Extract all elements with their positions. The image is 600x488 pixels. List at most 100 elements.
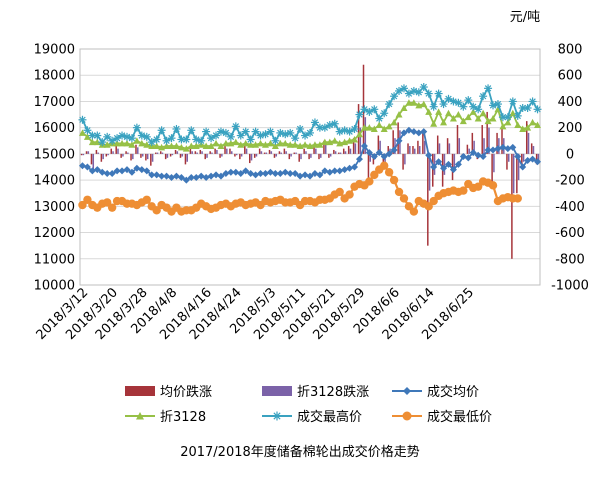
point-avg-price [440, 164, 448, 172]
point-fold3128 [266, 139, 274, 147]
point-high-price [370, 105, 379, 114]
bar-avg-change [481, 125, 483, 154]
star-stroke [153, 136, 160, 143]
point-fold3128 [93, 138, 101, 146]
point-high-price [212, 131, 221, 140]
point-high-price [251, 127, 260, 136]
point-fold3128 [385, 122, 393, 130]
star-stroke [163, 137, 170, 145]
bar-fold3128-change [517, 153, 520, 181]
left-axis-tick-label: 18000 [34, 69, 75, 84]
left-axis-tick-label: 19000 [34, 43, 75, 58]
point-avg-price [118, 167, 126, 175]
point-fold3128 [360, 124, 368, 131]
left-axis: 10000 11000 12000 13000 14000 15000 16000 17000… [34, 43, 75, 294]
legend-label: 成交均价 [427, 384, 479, 400]
point-avg-price [133, 164, 141, 172]
point-fold3128 [88, 138, 96, 146]
point-high-price [108, 136, 117, 145]
star-stroke [193, 136, 200, 143]
star-stroke [252, 128, 259, 135]
bar-fold3128-change [522, 153, 525, 162]
point-high-price [271, 136, 280, 145]
star-stroke [534, 106, 541, 113]
point-fold3128 [514, 121, 522, 129]
bar-fold3128-change [132, 153, 134, 160]
bar-avg-change [333, 149, 335, 154]
left-axis-tick-label: 11000 [34, 252, 75, 267]
point-low-price [107, 203, 117, 212]
left-axis-tick-label: 16000 [34, 121, 75, 136]
bar-avg-change [239, 153, 241, 160]
point-avg-price [237, 170, 245, 178]
point-high-price [167, 134, 176, 143]
point-avg-price [301, 171, 309, 179]
bar-avg-change [338, 152, 340, 154]
bar-fold3128-change [310, 153, 312, 158]
bar-avg-change [224, 146, 226, 154]
point-avg-price [499, 143, 507, 151]
point-avg-price [261, 170, 269, 178]
bar-fold3128-change [389, 148, 391, 154]
point-high-price [296, 124, 305, 133]
bar-fold3128-change [265, 152, 268, 154]
point-fold3128 [128, 141, 136, 148]
point-fold3128 [232, 138, 240, 146]
point-fold3128 [484, 117, 492, 125]
star-stroke [247, 136, 254, 143]
point-avg-price [123, 166, 131, 174]
bar-fold3128-change [82, 153, 85, 156]
bar-avg-change [486, 111, 488, 154]
point-avg-price [252, 171, 260, 179]
star-stroke [361, 106, 368, 113]
point-avg-price [494, 145, 502, 153]
point-low-price [345, 190, 354, 199]
point-low-price [394, 187, 404, 197]
bar-fold3128-change [468, 148, 470, 154]
point-avg-price [257, 170, 265, 178]
bar-avg-change [471, 132, 474, 154]
point-fold3128 [489, 114, 497, 122]
star-stroke [173, 125, 180, 133]
point-avg-price [177, 173, 185, 181]
point-high-price [127, 134, 136, 143]
star-stroke [113, 134, 121, 142]
point-fold3128 [390, 118, 398, 126]
bar-fold3128-change [275, 153, 278, 157]
point-avg-price [182, 176, 190, 184]
point-fold3128 [311, 141, 319, 148]
star-stroke [108, 137, 116, 145]
star-stroke [242, 128, 249, 135]
star-stroke [430, 103, 437, 110]
star-stroke [237, 132, 244, 139]
point-avg-price [158, 172, 166, 180]
bar-fold3128-change [171, 153, 174, 156]
point-fold3128 [242, 139, 250, 147]
star-stroke [351, 125, 358, 133]
point-avg-price [454, 160, 462, 168]
point-avg-price [113, 167, 121, 175]
star-stroke [222, 129, 230, 137]
point-avg-price [103, 170, 111, 178]
bar-fold3128-change [339, 152, 342, 154]
point-fold3128 [118, 139, 126, 147]
star-stroke [168, 134, 175, 142]
legend-label: 成交最低价 [427, 409, 492, 425]
point-high-price [177, 135, 186, 144]
bar-avg-change [402, 153, 404, 170]
star-stroke [331, 120, 338, 127]
star-stroke [450, 98, 457, 105]
point-fold3128 [257, 139, 265, 147]
point-high-price [424, 89, 433, 98]
point-avg-price [435, 158, 443, 166]
point-avg-price [464, 154, 472, 162]
bar-avg-change [377, 135, 380, 154]
point-high-price [350, 124, 359, 133]
star-stroke [202, 128, 210, 135]
bar-avg-change [318, 153, 320, 160]
bar-avg-change [367, 153, 370, 181]
point-low-price [142, 195, 151, 204]
point-avg-price [187, 173, 195, 181]
point-low-price [103, 198, 112, 207]
point-avg-price [420, 128, 428, 136]
